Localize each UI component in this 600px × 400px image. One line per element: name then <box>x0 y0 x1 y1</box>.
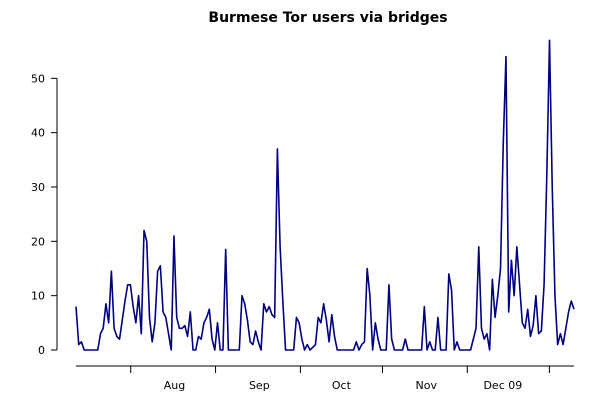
x-tick-label: Oct <box>332 379 352 392</box>
y-tick-label: 40 <box>31 127 45 140</box>
x-tick-label: Aug <box>164 379 185 392</box>
y-tick-label: 0 <box>38 344 45 357</box>
chart-title: Burmese Tor users via bridges <box>208 10 447 26</box>
y-tick-label: 20 <box>31 235 45 248</box>
y-tick-label: 10 <box>31 290 45 303</box>
y-tick-label: 50 <box>31 72 45 85</box>
plot-area <box>75 39 575 351</box>
x-axis: Aug Sep Oct Nov Dec 09 <box>76 365 574 392</box>
x-tick-label: Dec 09 <box>483 379 522 392</box>
y-axis: 0 10 20 30 40 50 <box>31 72 58 357</box>
x-tick-label: Nov <box>416 379 438 392</box>
series-line <box>75 39 575 351</box>
y-tick-label: 30 <box>31 181 45 194</box>
x-tick-label: Sep <box>249 379 270 392</box>
